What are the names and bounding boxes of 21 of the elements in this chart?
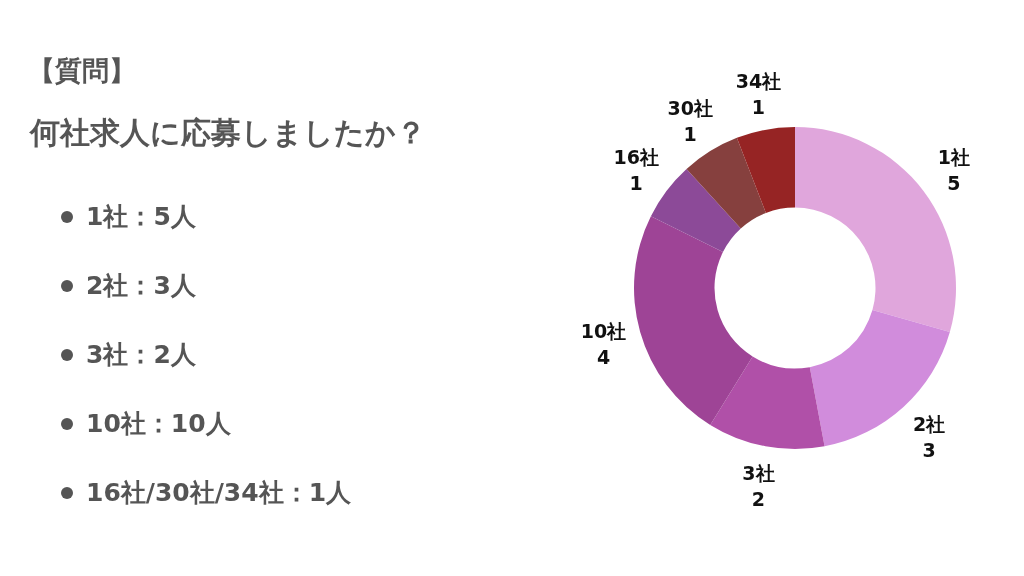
text: 3社：2人 [86, 340, 197, 369]
data-label: 2 [751, 487, 766, 510]
slice-label: 10社 [580, 320, 627, 343]
text: 10社：10人 [86, 409, 232, 438]
text: 何社求人に応募しましたか？ [29, 115, 426, 150]
data-label: 3 [922, 439, 936, 462]
data-label: 4 [596, 346, 611, 369]
slice-label: 2社 [912, 413, 946, 436]
slice-label: 1社 [937, 146, 970, 169]
slice-label: 3社 [742, 461, 775, 484]
text: 2社：3人 [86, 271, 197, 300]
slice-label: 16社 [613, 146, 659, 169]
text: 16社/30社/34社：1人 [86, 478, 353, 507]
slice-label: 34社 [735, 70, 782, 93]
data-label: 1 [683, 122, 697, 145]
data-label: 1 [629, 172, 643, 195]
text: 1社：5人 [86, 202, 197, 231]
data-label: 5 [947, 172, 961, 195]
slice-label: 30社 [667, 96, 713, 119]
data-label: 1 [751, 96, 766, 119]
text: 【質問】 [28, 55, 136, 86]
